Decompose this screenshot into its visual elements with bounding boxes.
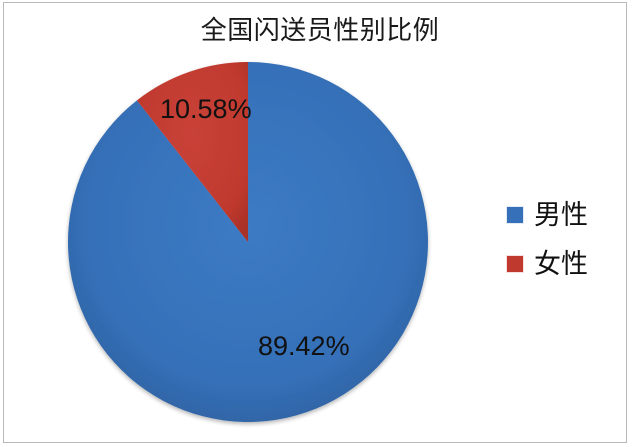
legend-item-female[interactable]: 女性 — [506, 249, 616, 279]
legend-item-male[interactable]: 男性 — [506, 200, 616, 230]
legend-swatch-male-icon — [506, 206, 524, 224]
pie-label-female: 10.58% — [160, 94, 252, 124]
chart-legend: 男性 女性 — [506, 200, 616, 298]
legend-label-female: 女性 — [534, 249, 588, 279]
pie-slice-male[interactable] — [67, 62, 428, 422]
chart-title: 全国闪送员性别比例 — [200, 15, 440, 45]
pie-slice-female[interactable] — [136, 62, 248, 242]
legend-label-male: 男性 — [534, 200, 588, 230]
pie-label-male: 89.42% — [258, 331, 350, 361]
legend-swatch-female-icon — [506, 255, 524, 273]
